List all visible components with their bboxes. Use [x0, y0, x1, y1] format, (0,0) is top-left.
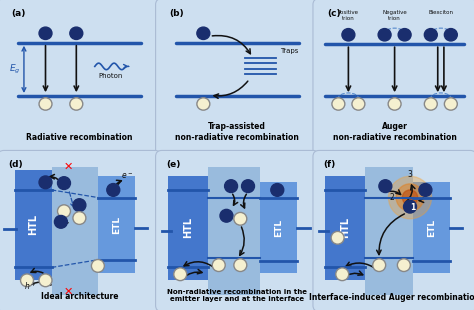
- Circle shape: [197, 27, 210, 39]
- Text: Negative
trion: Negative trion: [382, 11, 407, 21]
- Circle shape: [73, 212, 86, 224]
- Bar: [260, 182, 297, 273]
- Text: Auger
non-radiative recombination: Auger non-radiative recombination: [333, 122, 456, 141]
- Text: Traps: Traps: [280, 48, 299, 54]
- Text: ETL: ETL: [112, 216, 121, 234]
- Circle shape: [91, 259, 104, 272]
- Circle shape: [336, 268, 349, 281]
- Circle shape: [70, 27, 83, 39]
- Text: 3: 3: [408, 170, 412, 179]
- Text: 1: 1: [410, 203, 415, 212]
- Bar: [168, 176, 208, 280]
- Circle shape: [444, 29, 457, 41]
- Text: (e): (e): [166, 160, 181, 169]
- Text: $E_g$: $E_g$: [9, 63, 20, 76]
- Circle shape: [388, 176, 432, 219]
- Circle shape: [220, 209, 233, 222]
- Text: Interface-induced Auger recombination: Interface-induced Auger recombination: [309, 293, 474, 302]
- FancyBboxPatch shape: [155, 150, 319, 310]
- Circle shape: [388, 98, 401, 110]
- Bar: [52, 167, 98, 295]
- FancyBboxPatch shape: [313, 0, 474, 155]
- Circle shape: [403, 200, 417, 213]
- Circle shape: [57, 205, 71, 218]
- Circle shape: [444, 98, 457, 110]
- Text: $h^+$: $h^+$: [24, 281, 36, 292]
- Text: HTL: HTL: [340, 217, 350, 238]
- Circle shape: [342, 29, 355, 41]
- Text: ✕: ✕: [64, 287, 73, 297]
- Circle shape: [73, 199, 86, 211]
- Circle shape: [234, 212, 247, 225]
- Text: (b): (b): [170, 9, 184, 18]
- Text: Biexciton: Biexciton: [428, 11, 453, 16]
- Circle shape: [378, 29, 391, 41]
- Text: Non-radiative recombination in the
emitter layer and at the interface: Non-radiative recombination in the emitt…: [167, 289, 307, 302]
- Circle shape: [396, 184, 424, 211]
- Text: Ideal architecture: Ideal architecture: [41, 292, 118, 301]
- Circle shape: [424, 98, 438, 110]
- Text: (d): (d): [9, 160, 23, 169]
- Circle shape: [225, 180, 237, 193]
- Circle shape: [398, 29, 411, 41]
- Text: Trap-assisted
non-radiative recombination: Trap-assisted non-radiative recombinatio…: [175, 122, 299, 141]
- Circle shape: [39, 176, 52, 189]
- FancyBboxPatch shape: [155, 0, 319, 155]
- Circle shape: [57, 177, 71, 189]
- Circle shape: [212, 259, 225, 272]
- Text: $e^-$: $e^-$: [121, 172, 133, 181]
- FancyBboxPatch shape: [0, 150, 161, 310]
- Bar: [98, 176, 135, 273]
- FancyBboxPatch shape: [0, 0, 161, 155]
- Text: Radiative recombination: Radiative recombination: [26, 132, 133, 141]
- Circle shape: [402, 190, 418, 205]
- Circle shape: [379, 180, 392, 193]
- Text: ETL: ETL: [274, 219, 283, 237]
- Circle shape: [271, 184, 284, 196]
- Circle shape: [397, 259, 410, 272]
- Text: Positive
trion: Positive trion: [338, 11, 359, 21]
- Circle shape: [39, 27, 52, 39]
- Circle shape: [234, 259, 247, 272]
- Circle shape: [174, 268, 187, 281]
- Text: ETL: ETL: [427, 219, 436, 237]
- Circle shape: [39, 98, 52, 110]
- Bar: [15, 170, 52, 280]
- Text: (f): (f): [324, 160, 336, 169]
- Circle shape: [424, 29, 438, 41]
- Text: 2: 2: [390, 193, 395, 202]
- Bar: [325, 176, 365, 280]
- Text: HTL: HTL: [28, 214, 38, 235]
- Text: (c): (c): [327, 9, 340, 18]
- Text: ✕: ✕: [64, 162, 73, 172]
- Circle shape: [39, 274, 52, 287]
- Circle shape: [242, 180, 255, 193]
- Text: Photon: Photon: [98, 73, 122, 79]
- Circle shape: [419, 184, 432, 196]
- Text: (a): (a): [11, 9, 26, 18]
- Circle shape: [373, 259, 386, 272]
- Circle shape: [352, 98, 365, 110]
- Text: HTL: HTL: [183, 217, 193, 238]
- Bar: [365, 167, 413, 295]
- Bar: [208, 167, 260, 295]
- Circle shape: [331, 231, 344, 244]
- Circle shape: [70, 98, 83, 110]
- Circle shape: [55, 215, 67, 228]
- FancyBboxPatch shape: [313, 150, 474, 310]
- Circle shape: [107, 184, 120, 196]
- Circle shape: [197, 98, 210, 110]
- Bar: [413, 182, 450, 273]
- Circle shape: [20, 274, 34, 287]
- Circle shape: [332, 98, 345, 110]
